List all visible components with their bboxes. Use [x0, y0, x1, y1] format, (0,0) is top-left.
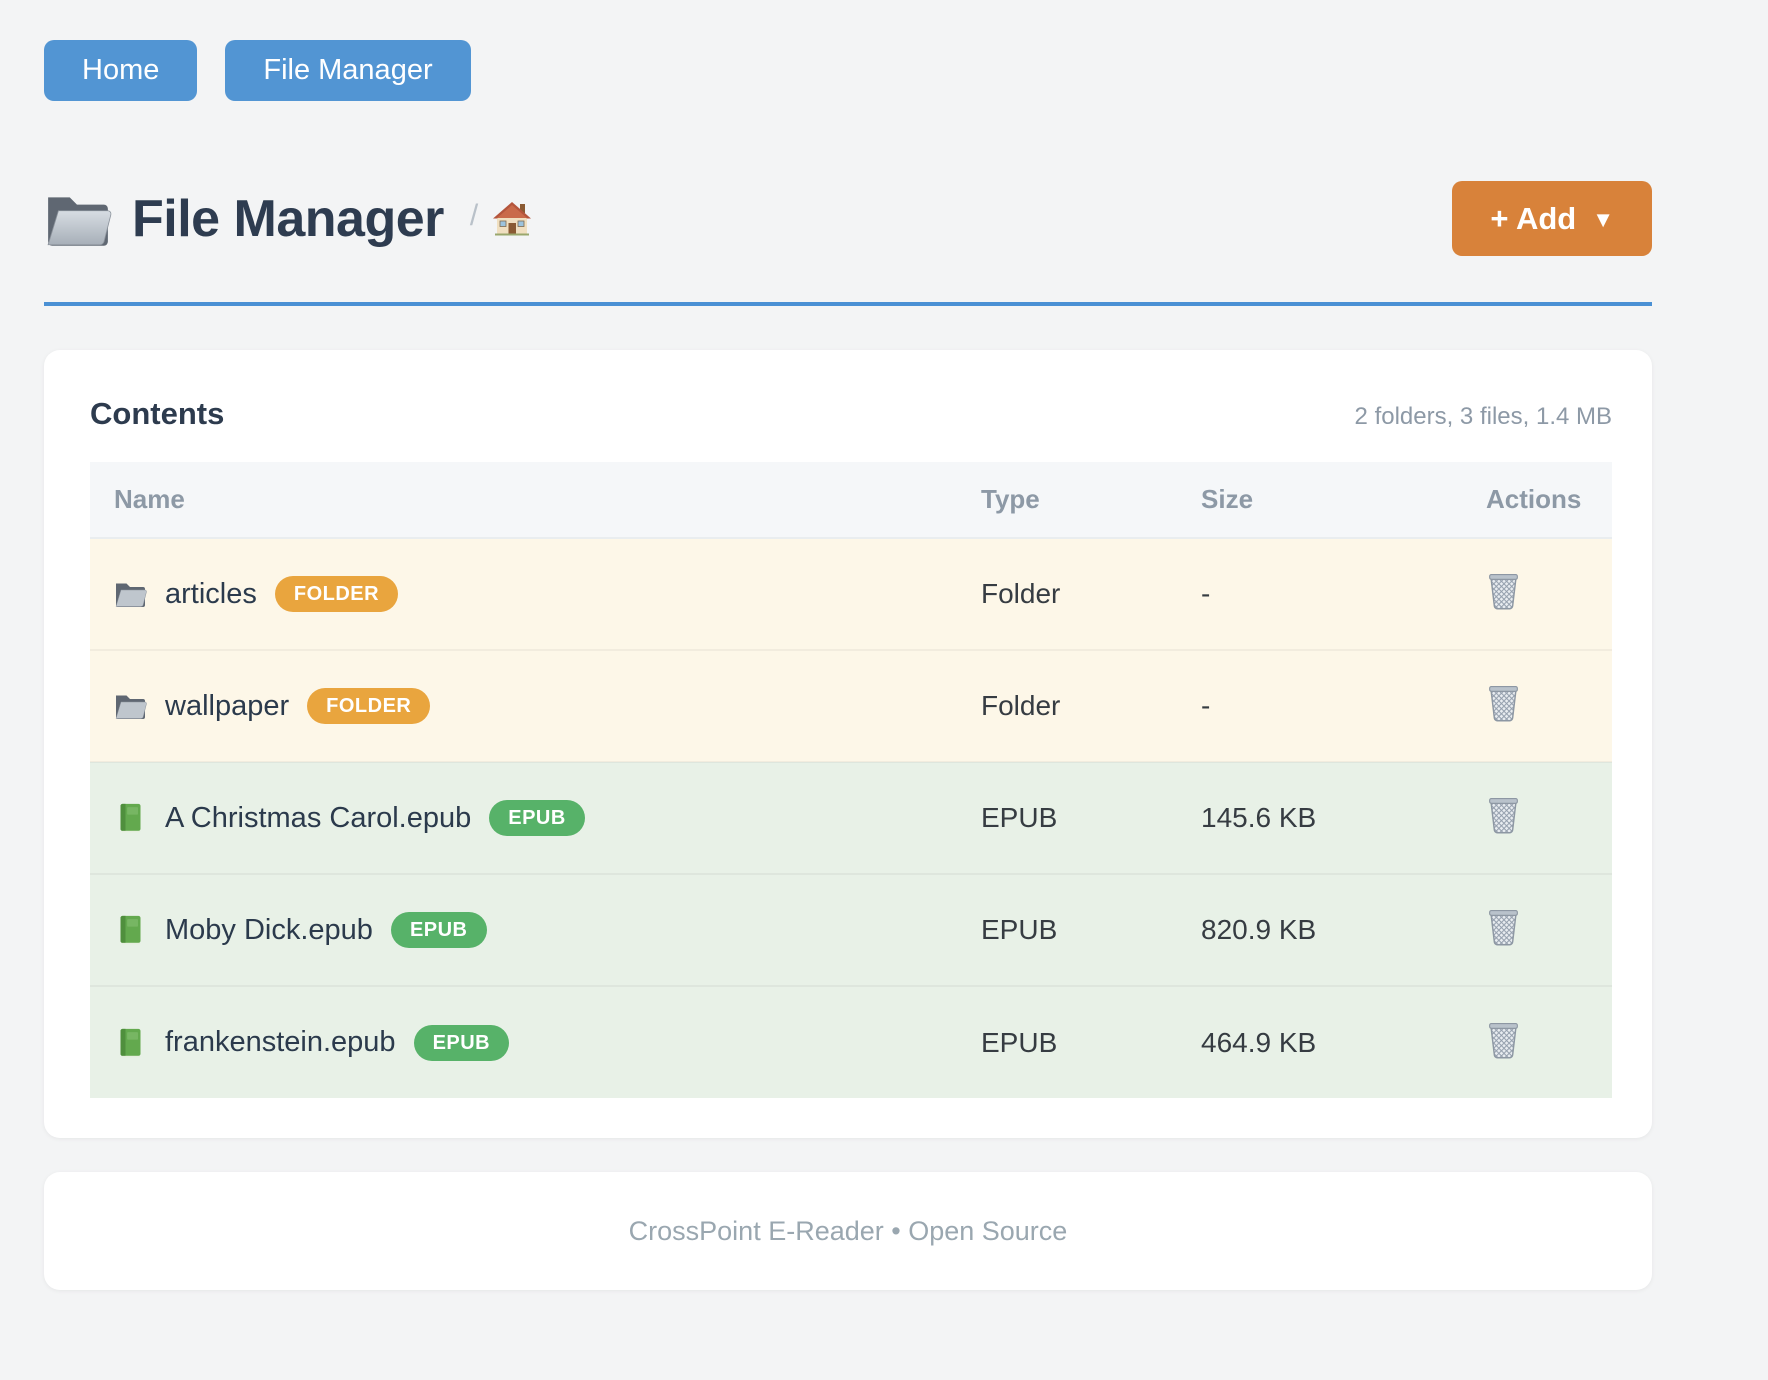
delete-button[interactable]: [1486, 907, 1521, 946]
contents-summary: 2 folders, 3 files, 1.4 MB: [1354, 403, 1612, 430]
type-badge: EPUB: [390, 912, 487, 948]
files-table: Name Type Size Actions articles FOLDER Fol…: [90, 462, 1612, 1098]
delete-button[interactable]: [1486, 571, 1521, 610]
column-header-actions: Actions: [1462, 462, 1612, 539]
delete-button[interactable]: [1486, 795, 1521, 834]
trash-icon: [1489, 574, 1518, 610]
name-cell: articles FOLDER: [90, 538, 957, 650]
type-cell: EPUB: [957, 985, 1177, 1098]
actions-cell: [1462, 873, 1612, 986]
folder-icon: [47, 196, 112, 246]
title-divider: [44, 302, 1652, 306]
size-cell: -: [1177, 538, 1462, 650]
type-cell: Folder: [957, 649, 1177, 762]
column-header-size: Size: [1177, 462, 1462, 539]
breadcrumb-separator: /: [469, 198, 479, 232]
trash-icon: [1489, 910, 1518, 946]
type-cell: Folder: [957, 538, 1177, 650]
green-book-icon: [120, 803, 141, 833]
top-nav: Home File Manager: [44, 0, 1652, 101]
delete-button[interactable]: [1486, 1020, 1521, 1059]
table-row: Moby Dick.epub EPUB EPUB 820.9 KB: [90, 873, 1612, 986]
table-row: articles FOLDER Folder -: [90, 538, 1612, 650]
green-book-icon: [120, 915, 141, 945]
size-cell: 464.9 KB: [1177, 985, 1462, 1098]
type-cell: EPUB: [957, 761, 1177, 874]
actions-cell: [1462, 649, 1612, 762]
column-header-name: Name: [90, 462, 957, 539]
table-row: A Christmas Carol.epub EPUB EPUB 145.6 KB: [90, 761, 1612, 874]
page-header: File Manager / + A: [44, 181, 1652, 256]
size-cell: 145.6 KB: [1177, 761, 1462, 874]
name-cell: Moby Dick.epub EPUB: [90, 873, 957, 986]
caret-down-icon: ▼: [1592, 206, 1614, 232]
green-book-icon: [120, 1028, 141, 1057]
table-header-row: Name Type Size Actions: [90, 462, 1612, 539]
folder-icon: [115, 583, 147, 607]
type-badge: FOLDER: [307, 688, 431, 724]
type-badge: EPUB: [413, 1024, 510, 1061]
nav-file-manager-button[interactable]: File Manager: [225, 40, 471, 101]
actions-cell: [1462, 985, 1612, 1098]
name-cell: wallpaper FOLDER: [90, 649, 957, 762]
folder-icon: [115, 695, 147, 719]
footer-card: CrossPoint E-Reader • Open Source: [44, 1172, 1652, 1290]
contents-card-header: Contents 2 folders, 3 files, 1.4 MB: [90, 396, 1612, 432]
delete-button[interactable]: [1486, 683, 1521, 722]
contents-card: Contents 2 folders, 3 files, 1.4 MB Name…: [44, 350, 1652, 1138]
column-header-type: Type: [957, 462, 1177, 539]
item-name-link[interactable]: articles: [165, 577, 257, 610]
actions-cell: [1462, 761, 1612, 874]
type-badge: EPUB: [489, 800, 585, 836]
type-badge: FOLDER: [274, 576, 399, 612]
table-row: wallpaper FOLDER Folder -: [90, 649, 1612, 762]
item-name-link[interactable]: A Christmas Carol.epub: [165, 801, 472, 834]
table-row: frankenstein.epub EPUB EPUB 464.9 KB: [90, 985, 1612, 1098]
type-cell: EPUB: [957, 873, 1177, 986]
footer-text: CrossPoint E-Reader • Open Source: [628, 1215, 1068, 1246]
size-cell: -: [1177, 649, 1462, 762]
size-cell: 820.9 KB: [1177, 873, 1462, 986]
breadcrumb: /: [470, 199, 532, 239]
item-name-link[interactable]: wallpaper: [165, 689, 290, 722]
item-name-link[interactable]: Moby Dick.epub: [165, 913, 373, 946]
contents-title: Contents: [90, 396, 225, 431]
page-container: Home File Manager File Manager /: [44, 0, 1652, 1290]
item-name-link[interactable]: frankenstein.epub: [165, 1026, 396, 1058]
trash-icon: [1489, 1022, 1518, 1058]
name-cell: frankenstein.epub EPUB: [90, 985, 957, 1098]
add-button-label: + Add: [1490, 201, 1577, 236]
add-button[interactable]: + Add ▼: [1452, 181, 1652, 256]
page-title: File Manager: [132, 189, 444, 248]
actions-cell: [1462, 538, 1612, 650]
title-group: File Manager /: [44, 189, 532, 249]
trash-icon: [1489, 686, 1518, 722]
breadcrumb-home-link[interactable]: [492, 201, 532, 237]
trash-icon: [1489, 798, 1518, 834]
name-cell: A Christmas Carol.epub EPUB: [90, 761, 957, 874]
home-icon: [493, 201, 532, 235]
nav-home-button[interactable]: Home: [44, 40, 198, 101]
